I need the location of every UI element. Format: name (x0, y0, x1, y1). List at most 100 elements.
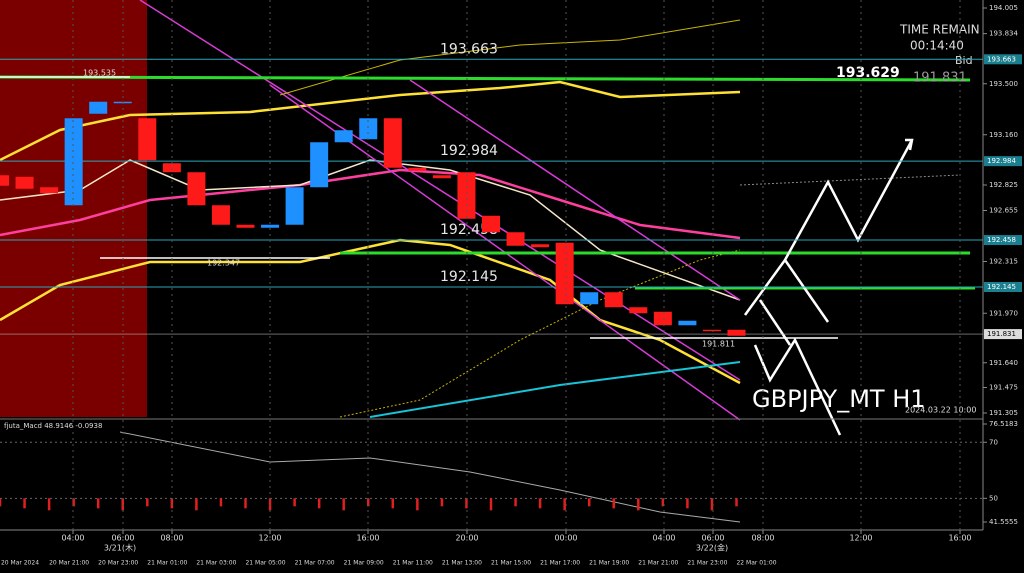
candle-body (702, 329, 721, 332)
candle-body (531, 244, 550, 248)
y-tick-label: 191.305 (989, 409, 1018, 417)
bottom-label: 22 Mar 01:00 (736, 560, 776, 567)
candle-body (64, 118, 83, 206)
green-line (0, 75, 971, 82)
x-tick-label: 04:00 (652, 534, 675, 543)
level-box (984, 156, 1022, 167)
bottom-label: 21 Mar 23:00 (687, 560, 727, 567)
level-annotation: 192.145 (440, 269, 498, 285)
candle-body (653, 311, 672, 326)
macd-tick-label: 70 (989, 438, 998, 446)
marker-label: 192.347 (207, 259, 240, 268)
y-tick-label: 191.475 (989, 384, 1018, 392)
level-annotation: 193.663 (440, 41, 498, 57)
timestamp: 2024.03.22 10:00 (905, 406, 976, 415)
x-tick-label: 08:00 (160, 534, 183, 543)
macd-tick-label: 76.5183 (989, 420, 1018, 428)
candle-body (310, 142, 329, 188)
arrow (758, 259, 830, 346)
candle-body (506, 232, 525, 246)
y-tick-label: 193.500 (989, 80, 1018, 88)
bottom-label: 21 Mar 15:00 (491, 560, 531, 567)
upper-band (0, 80, 741, 162)
bottom-label: 20 Mar 23:00 (98, 560, 138, 567)
bottom-label: 20 Mar 2024 (1, 560, 39, 567)
candle-body (236, 224, 255, 228)
candle-body (629, 307, 648, 314)
level-axis-label: 192.458 (987, 236, 1016, 244)
candle-body (138, 118, 157, 161)
candle-body (580, 292, 599, 305)
x-tick-label: 12:00 (849, 534, 872, 543)
bottom-label: 21 Mar 05:00 (245, 560, 285, 567)
symbol: GBPJPY_MT H1 (752, 385, 926, 413)
outer-band (279, 19, 741, 96)
candle-body (334, 130, 353, 143)
bottom-label: 21 Mar 01:00 (147, 560, 187, 567)
arrow (743, 138, 914, 316)
bottom-label: 21 Mar 03:00 (196, 560, 236, 567)
candle-body (187, 172, 206, 206)
countdown: 00:14:40 (910, 39, 964, 53)
bid-axis-label: 191.831 (987, 330, 1016, 338)
forecast-arrows (743, 138, 914, 436)
trend-line (369, 361, 741, 418)
x-tick-label: 16:00 (356, 534, 379, 543)
y-tick-label: 191.970 (989, 309, 1018, 317)
candle-body (604, 292, 623, 308)
bottom-label: 21 Mar 13:00 (442, 560, 482, 567)
y-tick-label: 192.825 (989, 181, 1018, 189)
x-tick-label: 20:00 (455, 534, 478, 543)
candle-body (727, 329, 746, 336)
candle-body (162, 163, 181, 173)
macd-tick-label: 41.5555 (989, 518, 1018, 526)
candle-body (678, 320, 697, 326)
moving-average (0, 168, 741, 240)
candle-body (0, 175, 9, 186)
candle-body (359, 118, 378, 140)
bottom-label: 21 Mar 17:00 (540, 560, 580, 567)
level-box (984, 235, 1022, 246)
bottom-label: 20 Mar 21:00 (49, 560, 89, 567)
y-tick-label: 192.315 (989, 258, 1018, 266)
x-tick-label: 06:00 (111, 534, 134, 543)
level-box (984, 282, 1022, 292)
cloud-future (739, 174, 961, 186)
arrow (753, 337, 842, 436)
candle-body (40, 187, 59, 194)
level-box (984, 54, 1022, 65)
bid-price: 191.831 (913, 71, 967, 86)
level-axis-label: 192.145 (987, 283, 1016, 291)
x-tick-label: 12:00 (258, 534, 281, 543)
candle-body (457, 172, 476, 219)
candle-body (15, 176, 34, 189)
bottom-label: 21 Mar 19:00 (589, 560, 629, 567)
bottom-label: 21 Mar 21:00 (638, 560, 678, 567)
candle-body (211, 205, 230, 225)
date-label: 3/22(金) (696, 543, 728, 553)
reference-lines (0, 76, 838, 339)
bottom-label: 21 Mar 09:00 (344, 560, 384, 567)
candle-body (383, 118, 402, 168)
time-remain: TIME REMAIN (899, 23, 980, 37)
candle-body (432, 175, 451, 179)
price: 193.629 (836, 65, 900, 81)
lower-band (0, 238, 741, 385)
x-tick-label: 00:00 (554, 534, 577, 543)
candle-body (482, 215, 500, 233)
y-tick-label: 193.834 (989, 30, 1018, 38)
macd-label: fjuta_Macd 48.9146 -0.0938 (4, 422, 102, 430)
candle-body (285, 187, 304, 225)
candle-body (408, 167, 427, 171)
level-axis-label: 193.663 (987, 55, 1016, 63)
bid-box (984, 329, 1022, 340)
level-annotation: 192.984 (440, 143, 498, 159)
x-tick-label: 06:00 (701, 534, 724, 543)
y-tick-label: 191.640 (989, 359, 1018, 367)
candle-body (89, 101, 108, 114)
x-tick-label: 08:00 (751, 534, 774, 543)
bottom-label: 21 Mar 11:00 (393, 560, 433, 567)
candle-body (555, 242, 574, 305)
y-tick-label: 193.160 (989, 131, 1018, 139)
